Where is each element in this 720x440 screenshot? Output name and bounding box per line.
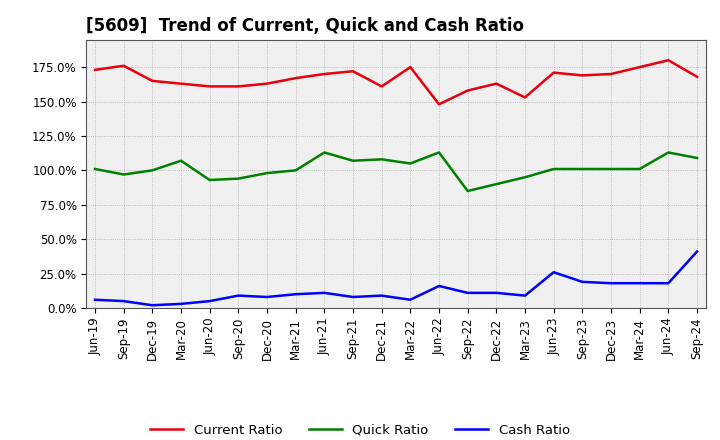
Current Ratio xyxy=(492,81,500,86)
Current Ratio xyxy=(320,71,328,77)
Quick Ratio xyxy=(234,176,243,181)
Quick Ratio xyxy=(521,175,529,180)
Current Ratio xyxy=(521,95,529,100)
Text: [5609]  Trend of Current, Quick and Cash Ratio: [5609] Trend of Current, Quick and Cash … xyxy=(86,17,524,35)
Quick Ratio xyxy=(693,155,701,161)
Quick Ratio xyxy=(549,166,558,172)
Cash Ratio xyxy=(406,297,415,302)
Quick Ratio xyxy=(464,188,472,194)
Current Ratio xyxy=(205,84,214,89)
Cash Ratio xyxy=(377,293,386,298)
Cash Ratio xyxy=(292,292,300,297)
Quick Ratio xyxy=(348,158,357,163)
Current Ratio xyxy=(635,65,644,70)
Quick Ratio xyxy=(91,166,99,172)
Current Ratio xyxy=(263,81,271,86)
Current Ratio xyxy=(435,102,444,107)
Quick Ratio xyxy=(148,168,157,173)
Legend: Current Ratio, Quick Ratio, Cash Ratio: Current Ratio, Quick Ratio, Cash Ratio xyxy=(145,418,575,440)
Cash Ratio xyxy=(635,281,644,286)
Cash Ratio xyxy=(521,293,529,298)
Line: Current Ratio: Current Ratio xyxy=(95,60,697,104)
Cash Ratio xyxy=(549,270,558,275)
Cash Ratio xyxy=(664,281,672,286)
Cash Ratio xyxy=(464,290,472,296)
Quick Ratio xyxy=(406,161,415,166)
Quick Ratio xyxy=(205,177,214,183)
Cash Ratio xyxy=(693,249,701,254)
Cash Ratio xyxy=(120,298,128,304)
Current Ratio xyxy=(148,78,157,84)
Cash Ratio xyxy=(607,281,616,286)
Quick Ratio xyxy=(635,166,644,172)
Current Ratio xyxy=(464,88,472,93)
Cash Ratio xyxy=(348,294,357,300)
Current Ratio xyxy=(292,76,300,81)
Current Ratio xyxy=(693,74,701,79)
Cash Ratio xyxy=(435,283,444,289)
Quick Ratio xyxy=(664,150,672,155)
Current Ratio xyxy=(549,70,558,75)
Line: Cash Ratio: Cash Ratio xyxy=(95,252,697,305)
Quick Ratio xyxy=(292,168,300,173)
Quick Ratio xyxy=(320,150,328,155)
Quick Ratio xyxy=(263,170,271,176)
Quick Ratio xyxy=(377,157,386,162)
Quick Ratio xyxy=(607,166,616,172)
Quick Ratio xyxy=(435,150,444,155)
Current Ratio xyxy=(607,71,616,77)
Cash Ratio xyxy=(148,303,157,308)
Cash Ratio xyxy=(234,293,243,298)
Current Ratio xyxy=(348,69,357,74)
Cash Ratio xyxy=(578,279,587,285)
Current Ratio xyxy=(578,73,587,78)
Current Ratio xyxy=(377,84,386,89)
Cash Ratio xyxy=(263,294,271,300)
Quick Ratio xyxy=(578,166,587,172)
Current Ratio xyxy=(664,58,672,63)
Quick Ratio xyxy=(176,158,185,163)
Quick Ratio xyxy=(492,181,500,187)
Cash Ratio xyxy=(91,297,99,302)
Line: Quick Ratio: Quick Ratio xyxy=(95,153,697,191)
Current Ratio xyxy=(120,63,128,68)
Cash Ratio xyxy=(176,301,185,307)
Current Ratio xyxy=(91,67,99,73)
Current Ratio xyxy=(234,84,243,89)
Current Ratio xyxy=(406,65,415,70)
Cash Ratio xyxy=(320,290,328,296)
Quick Ratio xyxy=(120,172,128,177)
Cash Ratio xyxy=(205,298,214,304)
Current Ratio xyxy=(176,81,185,86)
Cash Ratio xyxy=(492,290,500,296)
